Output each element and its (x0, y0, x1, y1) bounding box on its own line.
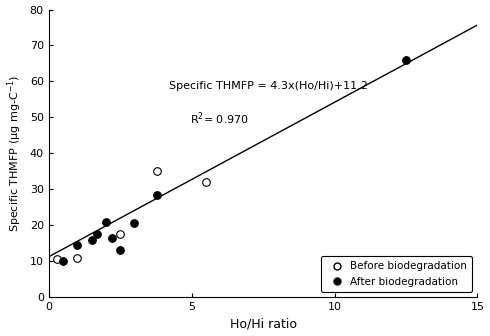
Point (402, 57, 410, 62)
Point (102, 219, 110, 224)
Text: R$^2$= 0.970: R$^2$= 0.970 (190, 110, 249, 127)
Point (94, 232, 101, 237)
Point (153, 192, 161, 197)
X-axis label: Ho/Hi ratio: Ho/Hi ratio (230, 318, 296, 330)
Point (116, 248, 124, 253)
Point (59, 258, 67, 264)
Point (202, 179, 210, 185)
Point (53, 257, 61, 262)
Y-axis label: Specific THMFP (μg mg-C$^{-1}$): Specific THMFP (μg mg-C$^{-1}$) (5, 75, 24, 232)
Point (116, 232, 124, 237)
Point (74, 242, 81, 248)
Point (88, 237, 96, 242)
Point (108, 235, 116, 241)
Text: Specific THMFP = 4.3x(Ho/Hi)+11.2: Specific THMFP = 4.3x(Ho/Hi)+11.2 (169, 81, 368, 91)
Point (74, 255, 81, 260)
Legend: Before biodegradation, After biodegradation: Before biodegradation, After biodegradat… (321, 256, 472, 292)
Point (130, 221, 138, 226)
Point (153, 169, 161, 174)
